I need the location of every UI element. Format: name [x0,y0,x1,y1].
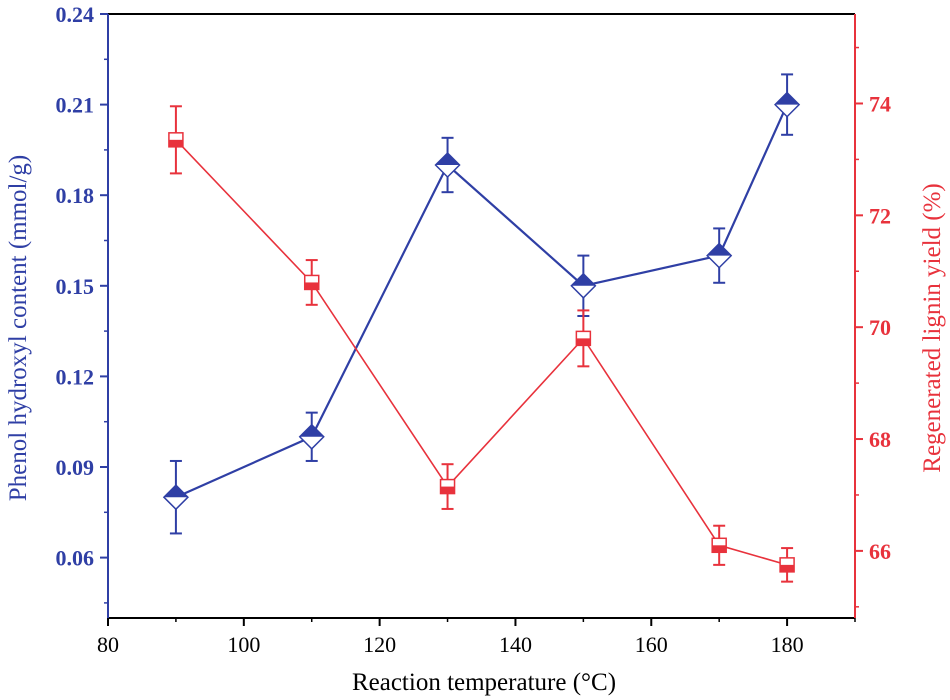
y-left-tick-label: 0.06 [56,546,95,571]
axis-ticks: 80 100 120 140 160 180 0.06 0.09 0.12 0.15 0.18 0.2… [56,2,892,657]
y-axis-right-label: Regenerated lignin yield (%) [919,183,946,472]
data-point-diamond-fill [163,485,188,498]
y-right-tick-label: 66 [869,539,891,564]
y-right-tick-label: 70 [869,315,891,340]
x-tick-label: 160 [635,632,668,657]
plot-frame [107,13,856,619]
x-tick-label: 80 [97,632,119,657]
y-left-tick-label: 0.24 [56,2,95,27]
data-point-diamond-fill [571,273,596,286]
x-axis-label: Reaction temperature (°C) [352,669,616,696]
y-axis-left-label: Phenol hydroxyl content (mmol/g) [5,155,32,501]
series-line [175,139,788,566]
x-tick-label: 180 [771,632,804,657]
y-left-tick-label: 0.21 [56,93,95,118]
y-right-tick-label: 74 [869,91,891,116]
data-point-square-fill [168,139,183,147]
series-line [175,104,789,499]
y-left-tick-label: 0.15 [56,274,95,299]
data-point-square-fill [576,338,591,346]
data-point-square-fill [304,282,319,290]
x-tick-label: 100 [227,632,260,657]
y-left-tick-label: 0.18 [56,183,95,208]
series-lignin-yield [168,105,795,583]
y-left-tick-label: 0.09 [56,455,95,480]
data-point-diamond-fill [707,243,732,256]
y-left-tick-label: 0.12 [56,364,95,389]
y-right-tick-label: 68 [869,427,891,452]
y-right-tick-label: 72 [869,203,891,228]
data-point-square-fill [780,564,795,572]
data-point-diamond-fill [435,153,460,165]
data-point-diamond-fill [775,92,800,105]
data-point-diamond-fill [299,424,324,437]
data-point-square-fill [712,545,727,553]
data-series [162,73,801,583]
series-phenol-hydroxyl [162,73,801,535]
data-point-square-fill [440,486,455,494]
x-tick-label: 140 [499,632,532,657]
x-tick-label: 120 [363,632,396,657]
